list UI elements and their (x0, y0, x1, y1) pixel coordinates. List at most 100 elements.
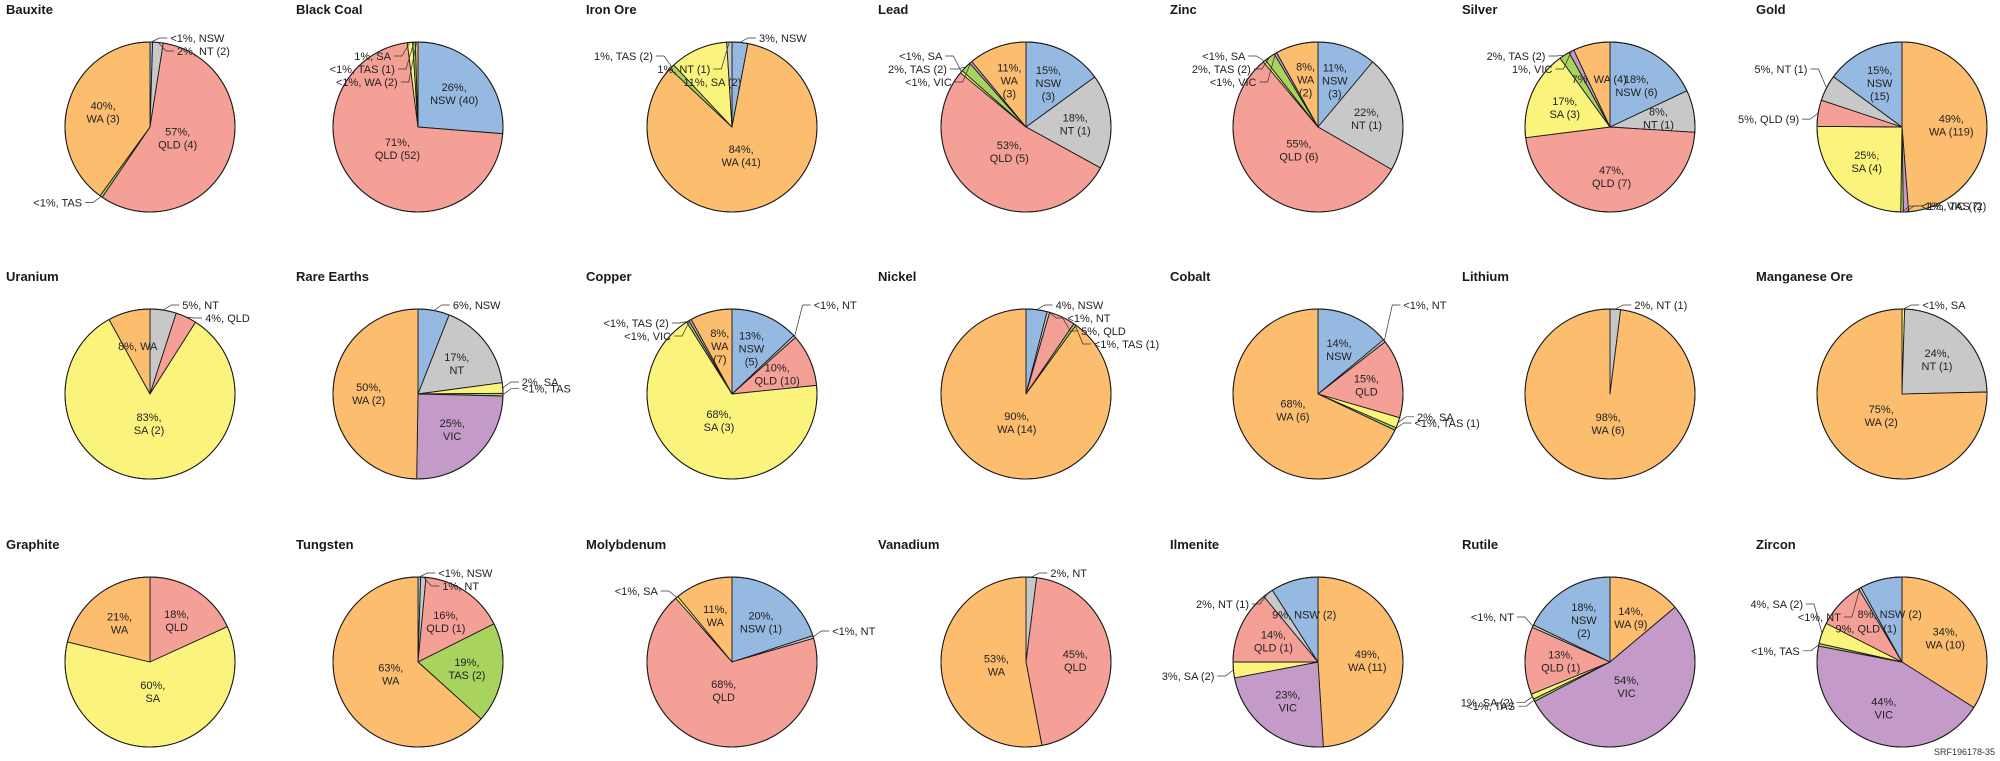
slice-label: <1%, SA (615, 586, 659, 598)
slice-label: <1%, TAS (2) (1921, 201, 1986, 213)
slice-label: <1%, VIC (624, 331, 671, 343)
slice-label: 68%, QLD (711, 679, 736, 704)
pie-copper: Copper 13%, NSW (5) <1%, NT 10%, QLD (10) 68%, S… (586, 269, 857, 480)
slice-label: 71%, QLD (52) (375, 137, 420, 162)
leader-line (1518, 699, 1535, 707)
leader-line (398, 42, 415, 70)
slice-label: <1%, TAS (2) (603, 318, 668, 330)
leader-line (1806, 603, 1823, 634)
pie-lead: Lead 15%, NSW (3) 18%, NT (1) 53%, QLD (5) <1%, … (878, 2, 1112, 213)
slice-label: 63%, WA (378, 663, 403, 688)
slice-label: 5%, NT (182, 300, 219, 312)
slice-label: 19%, TAS (2) (448, 657, 485, 682)
slice-label: 49%, WA (119) (1929, 114, 1974, 139)
slice-label: 5%, QLD (9) (1738, 114, 1799, 126)
slice-label: <1%, TAS (1751, 646, 1800, 658)
slice-label: 16%, QLD (1) (426, 610, 465, 635)
leader-line (393, 42, 411, 57)
leader-line (812, 630, 830, 638)
slice-label: 2%, SA (1417, 412, 1454, 424)
slice-label: <1%, NT (814, 300, 857, 312)
pie-graphite: Graphite 18%, QLD 60%, SA 21%, WA (6, 537, 236, 748)
slice-label: 83%, SA (2) (134, 412, 165, 437)
slice-label: <1%, TAS (1) (330, 64, 395, 76)
leader-line (423, 576, 440, 587)
chart-title: Zircon (1756, 537, 1796, 552)
slice-label: <1%, NT (832, 626, 875, 638)
chart-title: Zinc (1170, 2, 1197, 17)
slice-label: 3%, SA (2) (1162, 671, 1215, 683)
leader-line (1031, 572, 1048, 578)
slice-label: 1%, SA (354, 51, 391, 63)
slice-label: <1%, NT (1067, 313, 1110, 325)
pie-outline (940, 41, 1112, 213)
pie-lithium: Lithium 2%, NT (1) 98%, WA (6) (1462, 269, 1696, 480)
leader-line (1217, 669, 1234, 677)
slice-label: 50%, WA (2) (352, 382, 385, 407)
chart-title: Graphite (6, 537, 59, 552)
slice-label: 75%, WA (2) (1865, 404, 1898, 429)
chart-title: Ilmenite (1170, 537, 1219, 552)
leader-line (433, 304, 450, 311)
pie-outline (940, 308, 1112, 480)
leader-line (1615, 304, 1632, 310)
slice-label: 11%, WA (3) (997, 63, 1021, 101)
chart-title: Cobalt (1170, 269, 1211, 284)
slice-label: 17%, NT (444, 352, 469, 377)
slice-label: 18%, NSW (2) (1571, 602, 1597, 640)
leader-line (400, 41, 418, 83)
pie-outline (64, 308, 236, 480)
pie-outline (332, 308, 504, 480)
slice-label: 14%, QLD (1) (1254, 630, 1293, 655)
slice-label: 47%, QLD (7) (1592, 165, 1631, 190)
slice-label: 25%, SA (4) (1851, 150, 1882, 175)
pie-uranium: Uranium 5%, NT4%, QLD 83%, SA (2) 8%, WA (6, 269, 250, 480)
leader-line (954, 62, 972, 83)
slice-label: 15%, NSW (15) (1867, 65, 1893, 103)
slice-label: 1%, VIC (7) (1925, 201, 1982, 213)
pie-outline (646, 41, 818, 213)
slice-label: 4%, NSW (1056, 300, 1104, 312)
leader-line (157, 42, 174, 52)
pie-outline (64, 576, 236, 748)
pie-gold: Gold 49%, WA (119) 1%, VIC (7)<1%, TAS (2) 2… (1738, 2, 1988, 213)
slice-label: 1%, SA (2) (1461, 698, 1514, 710)
slice-label: 11%, NSW (3) (1322, 63, 1348, 101)
leader-line (1901, 205, 1918, 213)
slice-label: 40%, WA (3) (87, 100, 120, 125)
leader-line (151, 37, 168, 43)
leader-line (1383, 304, 1401, 341)
leader-line (1810, 68, 1827, 89)
chart-title: Bauxite (6, 2, 53, 17)
slice-label: 22%, NT (1) (1351, 107, 1382, 132)
slice-label: 18%, NT (1) (1060, 112, 1091, 137)
pie-outline (1816, 308, 1988, 480)
leader-line (1253, 56, 1271, 70)
chart-title: Molybdenum (586, 537, 666, 552)
slice-label: 55%, QLD (6) (1279, 138, 1318, 163)
slice-label: 14%, WA (9) (1614, 606, 1647, 631)
slice-label: 44%, VIC (1871, 696, 1896, 721)
leader-line (502, 381, 519, 389)
leader-line (945, 55, 962, 72)
chart-title: Gold (1756, 2, 1786, 17)
pie-outline (646, 576, 818, 748)
slice-label: 11%, WA (703, 604, 727, 629)
slice-label: 3%, NSW (759, 33, 807, 45)
slice-label: <1%, NT (1471, 612, 1514, 624)
pie-outline (1816, 576, 1988, 748)
slice-label: 4%, SA (2) (1750, 599, 1803, 611)
slice-label: 15%, QLD (1354, 373, 1379, 398)
pie-outline (646, 308, 818, 480)
slice-label: <1%, TAS (1) (1094, 339, 1159, 351)
leader-line (655, 55, 673, 68)
slice-label: <1%, VIC (1210, 77, 1257, 89)
chart-title: Vanadium (878, 537, 939, 552)
leader-line (1843, 588, 1861, 618)
chart-title: Black Coal (296, 2, 362, 17)
figure-reference: SRF196178-35 (1934, 747, 1995, 757)
